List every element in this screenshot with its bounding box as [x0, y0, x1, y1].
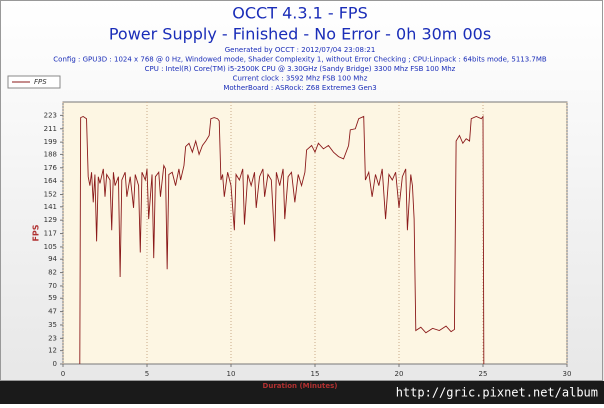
y-tick-label: 0 [53, 360, 57, 368]
y-tick-label: 94 [48, 255, 57, 263]
info-line: MotherBoard : ASRock: Z68 Extreme3 Gen3 [223, 84, 376, 92]
y-tick-label: 199 [44, 138, 57, 146]
y-tick-label: 12 [48, 347, 57, 355]
line-series [79, 115, 485, 365]
frame [0, 0, 603, 381]
watermark: http://gric.pixnet.net/album [396, 386, 598, 400]
chart-subtitle: Power Supply - Finished - No Error - 0h … [109, 25, 491, 44]
y-tick-label: 70 [48, 282, 57, 290]
x-tick-label: 0 [61, 370, 65, 378]
x-tick-label: 10 [227, 370, 236, 378]
info-line: Current clock : 3592 Mhz FSB 100 Mhz [233, 75, 368, 83]
y-tick-label: 23 [48, 334, 57, 342]
legend-box [7, 75, 61, 89]
x-tick-label: 30 [563, 370, 572, 378]
x-tick-label: 5 [145, 370, 149, 378]
x-tick-label: 15 [311, 370, 320, 378]
y-tick-label: 211 [44, 125, 57, 133]
y-axis-label: FPS [32, 224, 41, 241]
info-line: Generated by OCCT : 2012/07/04 23:08:21 [225, 46, 376, 54]
y-tick-label: 223 [44, 111, 57, 119]
chart-title: OCCT 4.3.1 - FPS [232, 4, 367, 23]
y-tick-label: 47 [48, 308, 57, 316]
y-tick-label: 59 [48, 294, 57, 302]
info-line: CPU : Intel(R) Core(TM) i5-2500K CPU @ 3… [145, 65, 456, 73]
y-tick-label: 152 [44, 191, 57, 199]
footer-bar [0, 381, 604, 404]
x-axis-label: Duration (Minutes) [263, 382, 338, 390]
y-tick-label: 82 [48, 269, 57, 277]
y-tick-label: 129 [44, 216, 57, 224]
y-tick-label: 176 [44, 164, 58, 172]
y-tick-label: 164 [44, 177, 58, 185]
x-tick-label: 25 [479, 370, 488, 378]
y-tick-label: 117 [44, 230, 57, 238]
info-line: Config : GPU3D : 1024 x 768 @ 0 Hz, Wind… [53, 56, 547, 64]
y-tick-label: 141 [44, 203, 57, 211]
y-tick-label: 105 [44, 243, 57, 251]
y-tick-label: 188 [44, 150, 57, 158]
y-tick-label: 35 [48, 321, 57, 329]
legend-label: FPS [34, 78, 47, 86]
x-tick-label: 20 [395, 370, 404, 378]
